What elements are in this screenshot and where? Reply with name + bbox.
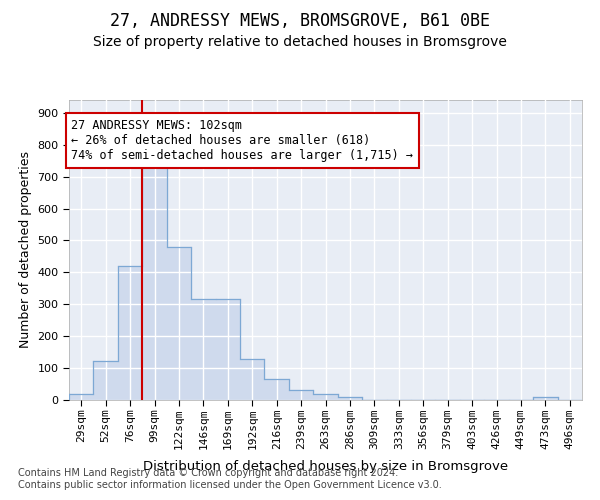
Text: Size of property relative to detached houses in Bromsgrove: Size of property relative to detached ho… (93, 35, 507, 49)
X-axis label: Distribution of detached houses by size in Bromsgrove: Distribution of detached houses by size … (143, 460, 508, 473)
Y-axis label: Number of detached properties: Number of detached properties (19, 152, 32, 348)
Text: 27, ANDRESSY MEWS, BROMSGROVE, B61 0BE: 27, ANDRESSY MEWS, BROMSGROVE, B61 0BE (110, 12, 490, 30)
Text: 27 ANDRESSY MEWS: 102sqm
← 26% of detached houses are smaller (618)
74% of semi-: 27 ANDRESSY MEWS: 102sqm ← 26% of detach… (71, 119, 413, 162)
Text: Contains HM Land Registry data © Crown copyright and database right 2024.
Contai: Contains HM Land Registry data © Crown c… (18, 468, 442, 490)
Polygon shape (69, 167, 582, 400)
